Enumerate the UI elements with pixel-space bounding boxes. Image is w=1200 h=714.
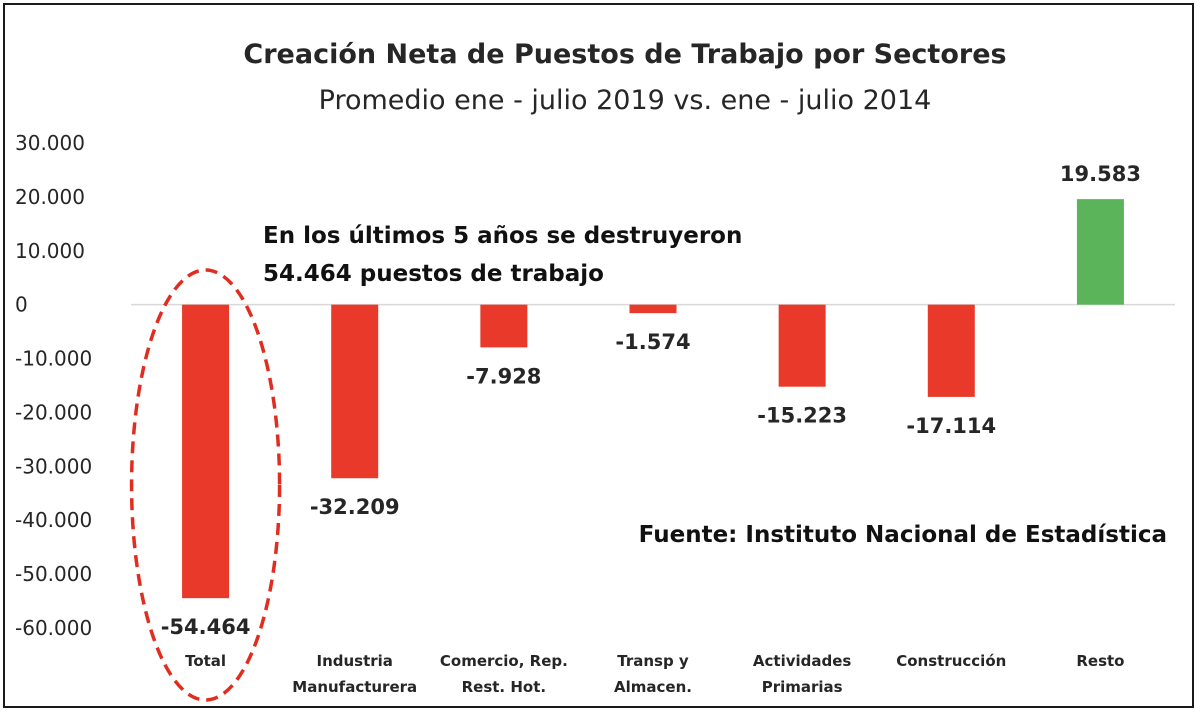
y-tick-label: -60.000 — [15, 616, 92, 640]
bar — [1076, 199, 1124, 305]
y-tick-label: 0 — [15, 293, 28, 317]
y-tick-label: -20.000 — [15, 400, 92, 424]
highlight-annotation-line-2: 54.464 puestos de trabajo — [263, 261, 604, 287]
data-label: -32.209 — [310, 495, 400, 519]
chart-title: Creación Neta de Puestos de Trabajo por … — [243, 39, 1006, 70]
x-tick-label: Manufacturera — [292, 678, 417, 696]
y-tick-label: -10.000 — [15, 347, 92, 371]
bar — [778, 304, 826, 387]
x-tick-label: Comercio, Rep. — [440, 652, 568, 670]
x-tick-label: Actividades — [753, 652, 852, 670]
data-label: -15.223 — [757, 404, 847, 428]
y-tick-label: -50.000 — [15, 562, 92, 586]
x-tick-label: Rest. Hot. — [462, 678, 546, 696]
bars — [182, 199, 1124, 599]
x-tick-label: Primarias — [762, 678, 843, 696]
data-label: -7.928 — [466, 364, 541, 388]
y-tick-label: -40.000 — [15, 508, 92, 532]
bar — [629, 304, 677, 314]
x-tick-label: Construcción — [896, 652, 1006, 670]
data-label: 19.583 — [1060, 162, 1141, 186]
data-label: -1.574 — [615, 330, 690, 354]
bar — [480, 304, 528, 348]
x-tick-label: Almacen. — [614, 678, 692, 696]
highlight-annotation-line-1: En los últimos 5 años se destruyeron — [263, 223, 742, 249]
x-tick-label: Resto — [1076, 652, 1124, 670]
x-axis: Total Industria Manufacturera Comercio, Rep… — [185, 652, 1124, 696]
data-labels: -54.464 -32.209 -7.928 -1.574 -15.223 -17.114… — [161, 162, 1141, 639]
data-label: -17.114 — [906, 414, 996, 438]
y-tick-label: 30.000 — [15, 131, 85, 155]
x-tick-label: Transp y — [617, 652, 689, 670]
y-tick-label: 20.000 — [15, 185, 85, 209]
x-tick-label: Industria — [316, 652, 392, 670]
bar — [927, 304, 975, 397]
bar — [331, 304, 379, 479]
chart-frame: Creación Neta de Puestos de Trabajo por … — [3, 3, 1194, 708]
data-label: -54.464 — [161, 615, 251, 639]
source-annotation: Fuente: Instituto Nacional de Estadístic… — [639, 522, 1167, 548]
chart-subtitle: Promedio ene - julio 2019 vs. ene - juli… — [319, 85, 932, 116]
highlight-ellipse — [129, 268, 282, 702]
y-tick-label: 10.000 — [15, 239, 85, 263]
bar — [182, 304, 230, 599]
bar-chart: Creación Neta de Puestos de Trabajo por … — [15, 39, 1175, 702]
x-tick-label: Total — [185, 652, 226, 670]
y-tick-label: -30.000 — [15, 454, 92, 478]
y-axis: 30.000 20.000 10.000 0 -10.000 -20.000 -30.000… — [15, 131, 92, 640]
